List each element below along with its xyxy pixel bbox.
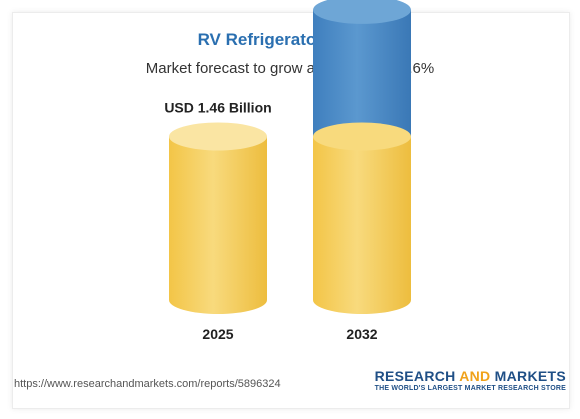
bar-2032-growth-top — [313, 0, 411, 24]
category-label-2032: 2032 — [346, 326, 377, 342]
category-label-2025: 2025 — [202, 326, 233, 342]
brand-name: RESEARCH AND MARKETS — [374, 368, 566, 384]
bar-2025-top — [169, 122, 267, 151]
bar-2032-base-top — [313, 122, 411, 151]
chart-card — [12, 12, 570, 409]
data-label-2025: USD 1.46 Billion — [164, 99, 271, 115]
bar-2025-body — [169, 136, 267, 314]
brand-logo: RESEARCH AND MARKETS THE WORLD'S LARGEST… — [375, 368, 566, 392]
source-url[interactable]: https://www.researchandmarkets.com/repor… — [14, 378, 281, 390]
brand-tagline: THE WORLD'S LARGEST MARKET RESEARCH STOR… — [374, 385, 566, 392]
bar-2032-growth-body — [313, 9, 411, 151]
bar-2032-base-body — [313, 136, 411, 314]
